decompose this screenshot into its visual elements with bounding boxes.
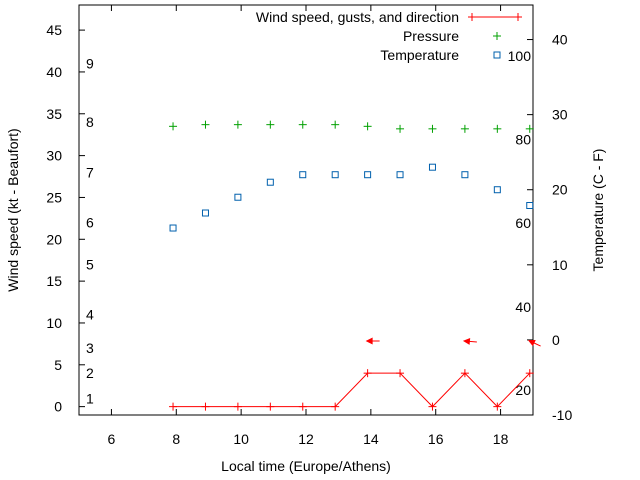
x-tick-label: 10: [233, 431, 249, 447]
beaufort-label: 5: [86, 256, 94, 272]
y-tick-label: 30: [46, 148, 62, 164]
legend-label: Wind speed, gusts, and direction: [256, 9, 459, 25]
temperature-point: [299, 171, 307, 179]
wind-direction-arrow: [365, 337, 380, 345]
wind-speed-point: [201, 402, 210, 411]
wind-speed-point: [493, 402, 502, 411]
temperature-point: [234, 193, 242, 201]
pressure-point: [201, 120, 210, 129]
wind-speed-point: [169, 402, 178, 411]
pressure-point: [396, 124, 405, 133]
pressure-point: [525, 124, 534, 133]
pressure-point: [233, 120, 242, 129]
axes-layer: 6 8 10 12 14 16 18051015202530354045-100102030…: [46, 4, 572, 447]
wind-speed-point: [460, 369, 469, 378]
y2-axis-label: Temperature (C - F): [590, 149, 606, 272]
y2-tick-label: 30: [552, 107, 568, 123]
temperature-point: [526, 201, 534, 209]
wind-speed-point: [363, 369, 372, 378]
y-tick-label: 15: [46, 273, 62, 289]
beaufort-label: 7: [86, 164, 94, 180]
pressure-point: [428, 124, 437, 133]
wind-direction-arrow: [527, 339, 541, 347]
fahrenheit-label: 100: [508, 48, 532, 64]
fahrenheit-label: 60: [515, 215, 531, 231]
y2-tick-label: 40: [552, 32, 568, 48]
fahrenheit-label: 40: [515, 299, 531, 315]
wind-speed-point: [298, 402, 307, 411]
x-tick-label: 16: [428, 431, 444, 447]
wind-speed-point: [233, 402, 242, 411]
temperature-point: [266, 178, 274, 186]
temperature-point: [493, 186, 501, 194]
pressure-point: [169, 122, 178, 131]
x-tick-label: 12: [298, 431, 314, 447]
wind-direction-arrow: [462, 337, 477, 345]
beaufort-label: 3: [86, 340, 94, 356]
temperature-point: [364, 171, 372, 179]
y-axis-label: Wind speed (kt - Beaufort): [5, 128, 21, 291]
x-axis-label: Local time (Europe/Athens): [221, 458, 391, 474]
temperature-point: [201, 209, 209, 217]
y-tick-label: 40: [46, 64, 62, 80]
wind-speed-point: [428, 402, 437, 411]
beaufort-label: 2: [86, 365, 94, 381]
fahrenheit-label: 80: [515, 131, 531, 147]
series-layer: [169, 120, 541, 411]
temperature-point: [331, 171, 339, 179]
temperature-point: [396, 171, 404, 179]
beaufort-label: 9: [86, 56, 94, 72]
wind-speed-line: [173, 372, 531, 408]
temperature-point: [428, 163, 436, 171]
wind-arrow-head: [462, 337, 471, 345]
y2-tick-label: 0: [552, 332, 560, 348]
wind-speed-point: [396, 369, 405, 378]
legend-marker: [493, 32, 501, 40]
y-tick-label: 20: [46, 231, 62, 247]
wind-speed-point: [525, 369, 534, 378]
pressure-point: [363, 122, 372, 131]
x-tick-label: 8: [172, 431, 180, 447]
x-tick-label: 6: [108, 431, 116, 447]
pressure-point: [331, 120, 340, 129]
legend-marker: [468, 13, 476, 21]
legend: Wind speed, gusts, and direction Pressure…: [256, 9, 522, 63]
y-tick-label: 0: [54, 399, 62, 415]
pressure-point: [493, 124, 502, 133]
y-tick-label: 25: [46, 189, 62, 205]
pressure-point: [266, 120, 275, 129]
y-tick-label: 45: [46, 22, 62, 38]
beaufort-label: 1: [86, 390, 94, 406]
wind-speed-point: [266, 402, 275, 411]
temperature-point: [461, 171, 469, 179]
legend-marker: [514, 13, 522, 21]
fahrenheit-label: 20: [515, 382, 531, 398]
pressure-point: [460, 124, 469, 133]
beaufort-label: 6: [86, 215, 94, 231]
y2-tick-label: -10: [552, 407, 572, 423]
beaufort-label: 8: [86, 114, 94, 130]
beaufort-label: 4: [86, 307, 94, 323]
y-tick-label: 10: [46, 315, 62, 331]
wind-arrow-head: [527, 339, 536, 347]
x-tick-label: 18: [493, 431, 509, 447]
legend-label: Pressure: [403, 28, 459, 44]
temperature-point: [169, 224, 177, 232]
legend-marker: [493, 51, 501, 59]
wind-speed-point: [331, 402, 340, 411]
y2-tick-label: 20: [552, 182, 568, 198]
x-tick-label: 14: [363, 431, 379, 447]
legend-label: Temperature: [380, 47, 459, 63]
pressure-point: [298, 120, 307, 129]
wind-arrow-head: [365, 337, 373, 345]
y-tick-label: 35: [46, 106, 62, 122]
y-tick-label: 5: [54, 357, 62, 373]
y2-tick-label: 10: [552, 257, 568, 273]
